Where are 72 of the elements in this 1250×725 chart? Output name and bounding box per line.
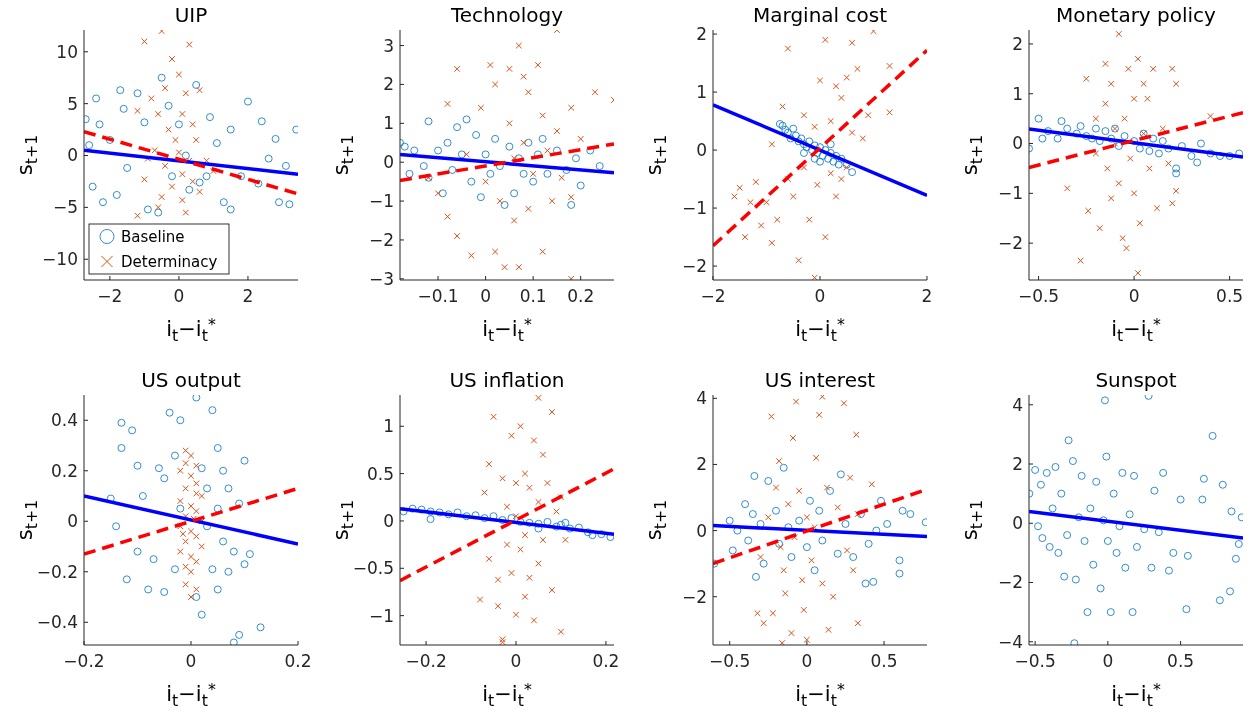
x-tick-label: −0.1 <box>417 286 459 306</box>
y-tick-label: 2 <box>1012 453 1023 474</box>
y-tick-label: −2 <box>997 572 1023 593</box>
y-tick-label: −1 <box>997 183 1023 204</box>
chart-title: Marginal cost <box>753 3 888 27</box>
y-tick-label: −10 <box>42 249 78 270</box>
y-tick-label: 2 <box>696 454 707 475</box>
x-tick-label: 0.2 <box>592 651 620 671</box>
x-tick-label: 2 <box>921 286 933 306</box>
x-tick-label: 2 <box>242 286 254 306</box>
chart-title: US interest <box>764 368 876 392</box>
y-tick-label: 1 <box>383 113 394 134</box>
x-tick-label: −0.2 <box>405 651 447 671</box>
y-tick-label: 0.2 <box>50 460 78 481</box>
x-tick-label: 0.1 <box>519 286 547 306</box>
y-tick-label: −1 <box>368 191 394 212</box>
chart-title: UIP <box>174 3 208 27</box>
y-tick-label: 0 <box>1012 133 1023 154</box>
y-tick-label: 1 <box>383 416 394 437</box>
legend-label: Baseline <box>121 227 185 246</box>
y-tick-label: −3 <box>368 268 394 289</box>
y-tick-label: 0 <box>67 145 78 166</box>
y-tick-label: −2 <box>997 233 1023 254</box>
chart-title: US inflation <box>449 368 565 392</box>
chart-title: Monetary policy <box>1056 3 1217 27</box>
x-tick-label: 0.5 <box>870 651 898 671</box>
y-tick-label: −0.5 <box>352 558 394 579</box>
chart-title: US output <box>141 368 241 392</box>
y-tick-label: 2 <box>696 24 707 45</box>
y-tick-label: −4 <box>997 631 1023 652</box>
y-tick-label: 3 <box>383 35 394 56</box>
y-tick-label: 0 <box>1012 513 1023 534</box>
x-tick-label: 0 <box>1102 651 1114 671</box>
x-tick-label: 0.5 <box>1167 651 1195 671</box>
x-tick-label: 0 <box>1128 286 1140 306</box>
x-tick-label: 0 <box>173 286 185 306</box>
y-tick-label: −1 <box>368 605 394 626</box>
x-tick-label: −0.5 <box>709 651 751 671</box>
x-tick-label: 0.2 <box>567 286 595 306</box>
x-tick-label: 0 <box>510 651 522 671</box>
y-tick-label: 0 <box>383 152 394 173</box>
x-tick-label: 0 <box>801 651 813 671</box>
y-tick-label: −2 <box>681 586 707 607</box>
y-tick-label: 0 <box>383 510 394 531</box>
x-tick-label: 0.2 <box>284 651 312 671</box>
legend-label: Determinacy <box>121 252 218 271</box>
y-tick-label: −5 <box>52 197 78 218</box>
chart-title: Sunspot <box>1095 368 1177 392</box>
y-tick-label: −1 <box>681 198 707 219</box>
y-tick-label: 4 <box>1012 394 1023 415</box>
y-tick-label: 5 <box>67 93 78 114</box>
y-tick-label: 1 <box>696 82 707 103</box>
y-tick-label: −2 <box>681 256 707 277</box>
y-tick-label: −2 <box>368 229 394 250</box>
y-tick-label: −0.2 <box>36 561 78 582</box>
chart-title: Technology <box>449 3 564 27</box>
y-tick-label: 0 <box>696 140 707 161</box>
y-tick-label: 0 <box>67 511 78 532</box>
y-tick-label: 0.4 <box>50 410 78 431</box>
y-tick-label: 10 <box>56 41 78 62</box>
y-tick-label: 0.5 <box>366 463 394 484</box>
y-tick-label: 0 <box>696 520 707 541</box>
y-tick-label: −0.4 <box>36 612 78 633</box>
y-tick-label: 2 <box>383 74 394 95</box>
y-tick-label: 2 <box>1012 33 1023 54</box>
y-tick-label: 1 <box>1012 83 1023 104</box>
y-tick-label: 4 <box>696 388 707 409</box>
x-tick-label: −2 <box>97 286 123 306</box>
x-tick-label: 0 <box>480 286 492 306</box>
x-tick-label: 0 <box>185 651 197 671</box>
x-tick-label: 0.5 <box>1216 286 1244 306</box>
x-tick-label: 0 <box>814 286 826 306</box>
